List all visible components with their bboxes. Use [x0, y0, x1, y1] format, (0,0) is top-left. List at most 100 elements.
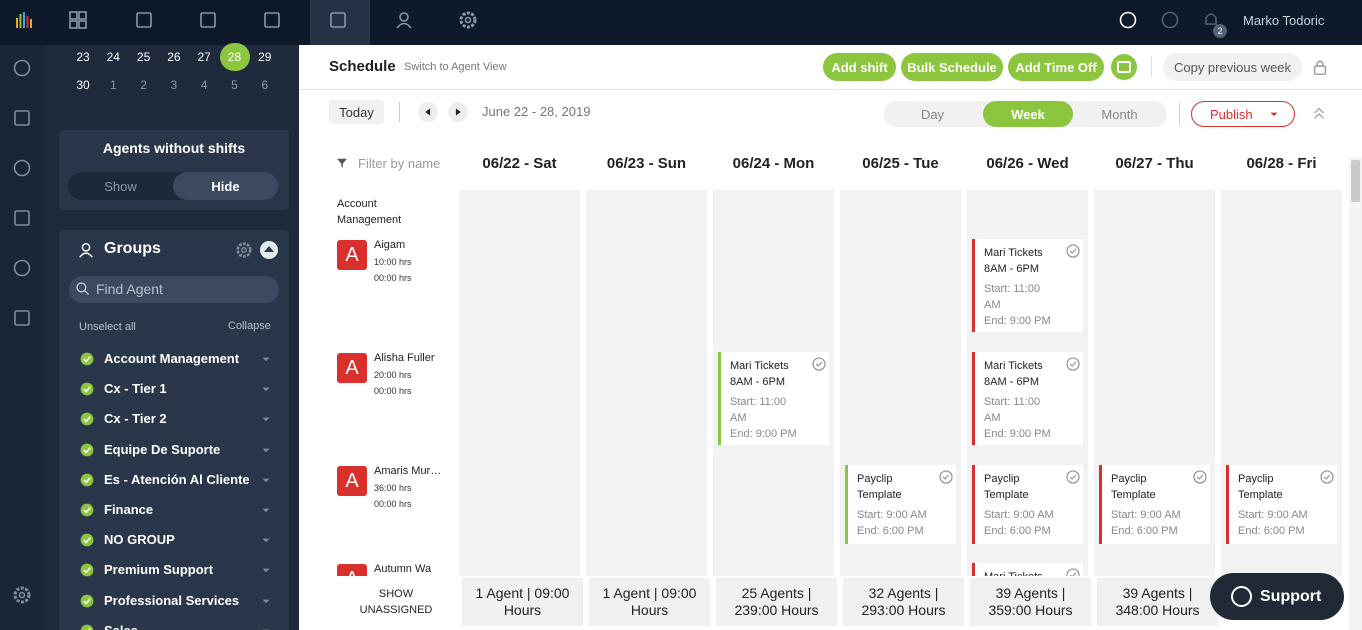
group-check[interactable]	[79, 381, 95, 397]
publish-button[interactable]: Publish	[1191, 101, 1295, 127]
group-expand[interactable]	[259, 503, 273, 517]
shift-card[interactable]: Mari Tickets 8AM - 6PM Start: 11:00 AM End:…	[718, 352, 829, 445]
rail-icon[interactable]	[12, 58, 32, 78]
copy-previous[interactable]: Copy previous week	[1163, 53, 1302, 81]
shift-confirm[interactable]	[1065, 243, 1081, 259]
group-name[interactable]: Equipe De Suporte	[104, 441, 221, 457]
group-expand[interactable]	[259, 624, 273, 630]
agent-name[interactable]: Alisha Fuller	[374, 352, 435, 364]
header-button[interactable]: Add Time Off	[1008, 53, 1104, 81]
group-check[interactable]	[79, 442, 95, 458]
shift-card[interactable]: Payclip Template Start: 9:00 AM End: 6:00 …	[1226, 465, 1337, 544]
calendar-day[interactable]: 29	[258, 50, 272, 64]
group-check[interactable]	[79, 562, 95, 578]
group-name[interactable]: Finance	[104, 502, 154, 517]
view-option[interactable]: Day	[920, 106, 945, 122]
group-expand[interactable]	[259, 563, 273, 577]
calendar-day[interactable]: 25	[136, 50, 151, 64]
calendar-day[interactable]: 3	[170, 78, 178, 92]
calendar-day[interactable]: 30	[76, 78, 90, 92]
rail-icon[interactable]	[12, 108, 32, 128]
calendar-day[interactable]: 1	[109, 78, 117, 92]
calendar-day[interactable]: 26	[167, 50, 181, 64]
reports-tab[interactable]	[134, 10, 154, 30]
calendar-day[interactable]: 4	[200, 78, 208, 92]
shift-card[interactable]: Payclip Template Start: 9:00 AM End: 6:00 …	[845, 465, 956, 544]
group-name[interactable]: Es - Atención Al Cliente	[104, 471, 250, 487]
calendar-day[interactable]: 28	[219, 43, 250, 71]
today-button[interactable]: Today	[329, 100, 384, 124]
shift-confirm[interactable]	[1065, 356, 1081, 372]
header-button[interactable]: Bulk Schedule	[901, 53, 1003, 81]
shift-confirm[interactable]	[1319, 469, 1335, 485]
unselect-all[interactable]: Unselect all	[79, 321, 136, 333]
calendar-day[interactable]: 6	[261, 78, 269, 92]
publish-arrow[interactable]	[1267, 107, 1281, 121]
toggle-hide[interactable]: Hide	[173, 172, 278, 200]
rail-settings[interactable]	[12, 585, 32, 605]
agent-name[interactable]: Aigam	[374, 239, 406, 251]
notifications[interactable]	[1201, 9, 1221, 29]
shift-card[interactable]: Payclip Template Start: 9:00 AM End: 6:00 …	[1099, 465, 1210, 544]
calendar-day[interactable]: 23	[76, 50, 90, 64]
shift-confirm[interactable]	[1065, 567, 1081, 577]
group-expand[interactable]	[259, 443, 273, 457]
group-check[interactable]	[79, 593, 95, 609]
group-check[interactable]	[79, 472, 95, 488]
view-option[interactable]: Week	[983, 101, 1073, 127]
settings-tab[interactable]	[458, 10, 478, 30]
rail-icon[interactable]	[12, 308, 32, 328]
group-expand[interactable]	[259, 412, 273, 426]
export-button[interactable]	[1111, 54, 1137, 80]
group-check[interactable]	[79, 411, 95, 427]
collapse-all[interactable]: Collapse	[228, 320, 271, 332]
group-check[interactable]	[79, 532, 95, 548]
shift-card[interactable]: Payclip Template Start: 9:00 AM End: 6:00 …	[972, 465, 1083, 544]
show-unassigned[interactable]: SHOW UNASSIGNED	[359, 588, 433, 616]
shift-card[interactable]: Mari Tickets	[972, 563, 1083, 577]
group-name[interactable]: Premium Support	[104, 562, 214, 578]
user-name[interactable]: Marko Todoric	[1243, 13, 1325, 28]
group-check[interactable]	[79, 623, 95, 630]
shift-card[interactable]: Mari Tickets 8AM - 6PM Start: 11:00 AM End:…	[972, 352, 1083, 445]
calendar-day[interactable]: 24	[106, 50, 120, 64]
agent-name[interactable]: Amaris Mur…	[374, 465, 442, 477]
view-option[interactable]: Month	[1101, 106, 1138, 122]
group-name[interactable]: Professional Services	[104, 592, 240, 608]
language[interactable]	[1160, 10, 1180, 30]
filter-input[interactable]: Filter by name	[358, 156, 441, 171]
collapse-toolbar[interactable]	[1310, 104, 1328, 122]
shift-confirm[interactable]	[811, 356, 827, 372]
agent-name[interactable]: Autumn Wa	[374, 563, 432, 575]
shift-confirm[interactable]	[938, 469, 954, 485]
shift-confirm[interactable]	[1192, 469, 1208, 485]
calendar-day[interactable]: 5	[231, 78, 238, 92]
shift-confirm[interactable]	[1065, 469, 1081, 485]
rail-icon[interactable]	[12, 158, 32, 178]
team-tab[interactable]	[394, 10, 414, 30]
calendar-day[interactable]: 2	[140, 78, 147, 92]
print-button[interactable]	[1118, 10, 1138, 30]
shift-card[interactable]: Mari Tickets 8AM - 6PM Start: 11:00 AM End:…	[972, 239, 1083, 332]
group-expand[interactable]	[259, 594, 273, 608]
group-name[interactable]: Account Management	[104, 351, 240, 366]
toggle-show[interactable]: Show	[104, 178, 137, 194]
schedule-tab[interactable]	[328, 10, 348, 30]
group-name[interactable]: NO GROUP	[104, 532, 175, 548]
group-check[interactable]	[79, 502, 95, 518]
rail-icon[interactable]	[12, 258, 32, 278]
groups-settings[interactable]	[235, 241, 253, 259]
group-expand[interactable]	[259, 382, 273, 396]
group-name[interactable]: Cx - Tier 2	[104, 411, 167, 427]
lock[interactable]	[1311, 58, 1329, 76]
files-tab[interactable]	[198, 10, 218, 30]
header-button[interactable]: Add shift	[823, 53, 896, 81]
group-name[interactable]: Sales	[104, 623, 138, 630]
contacts-tab[interactable]	[262, 10, 282, 30]
group-check[interactable]	[79, 351, 95, 367]
group-name[interactable]: Cx - Tier 1	[104, 381, 167, 397]
find-agent[interactable]	[69, 276, 279, 303]
group-expand[interactable]	[259, 352, 273, 366]
switch-view[interactable]: Switch to Agent View	[404, 61, 507, 73]
group-expand[interactable]	[259, 533, 273, 547]
